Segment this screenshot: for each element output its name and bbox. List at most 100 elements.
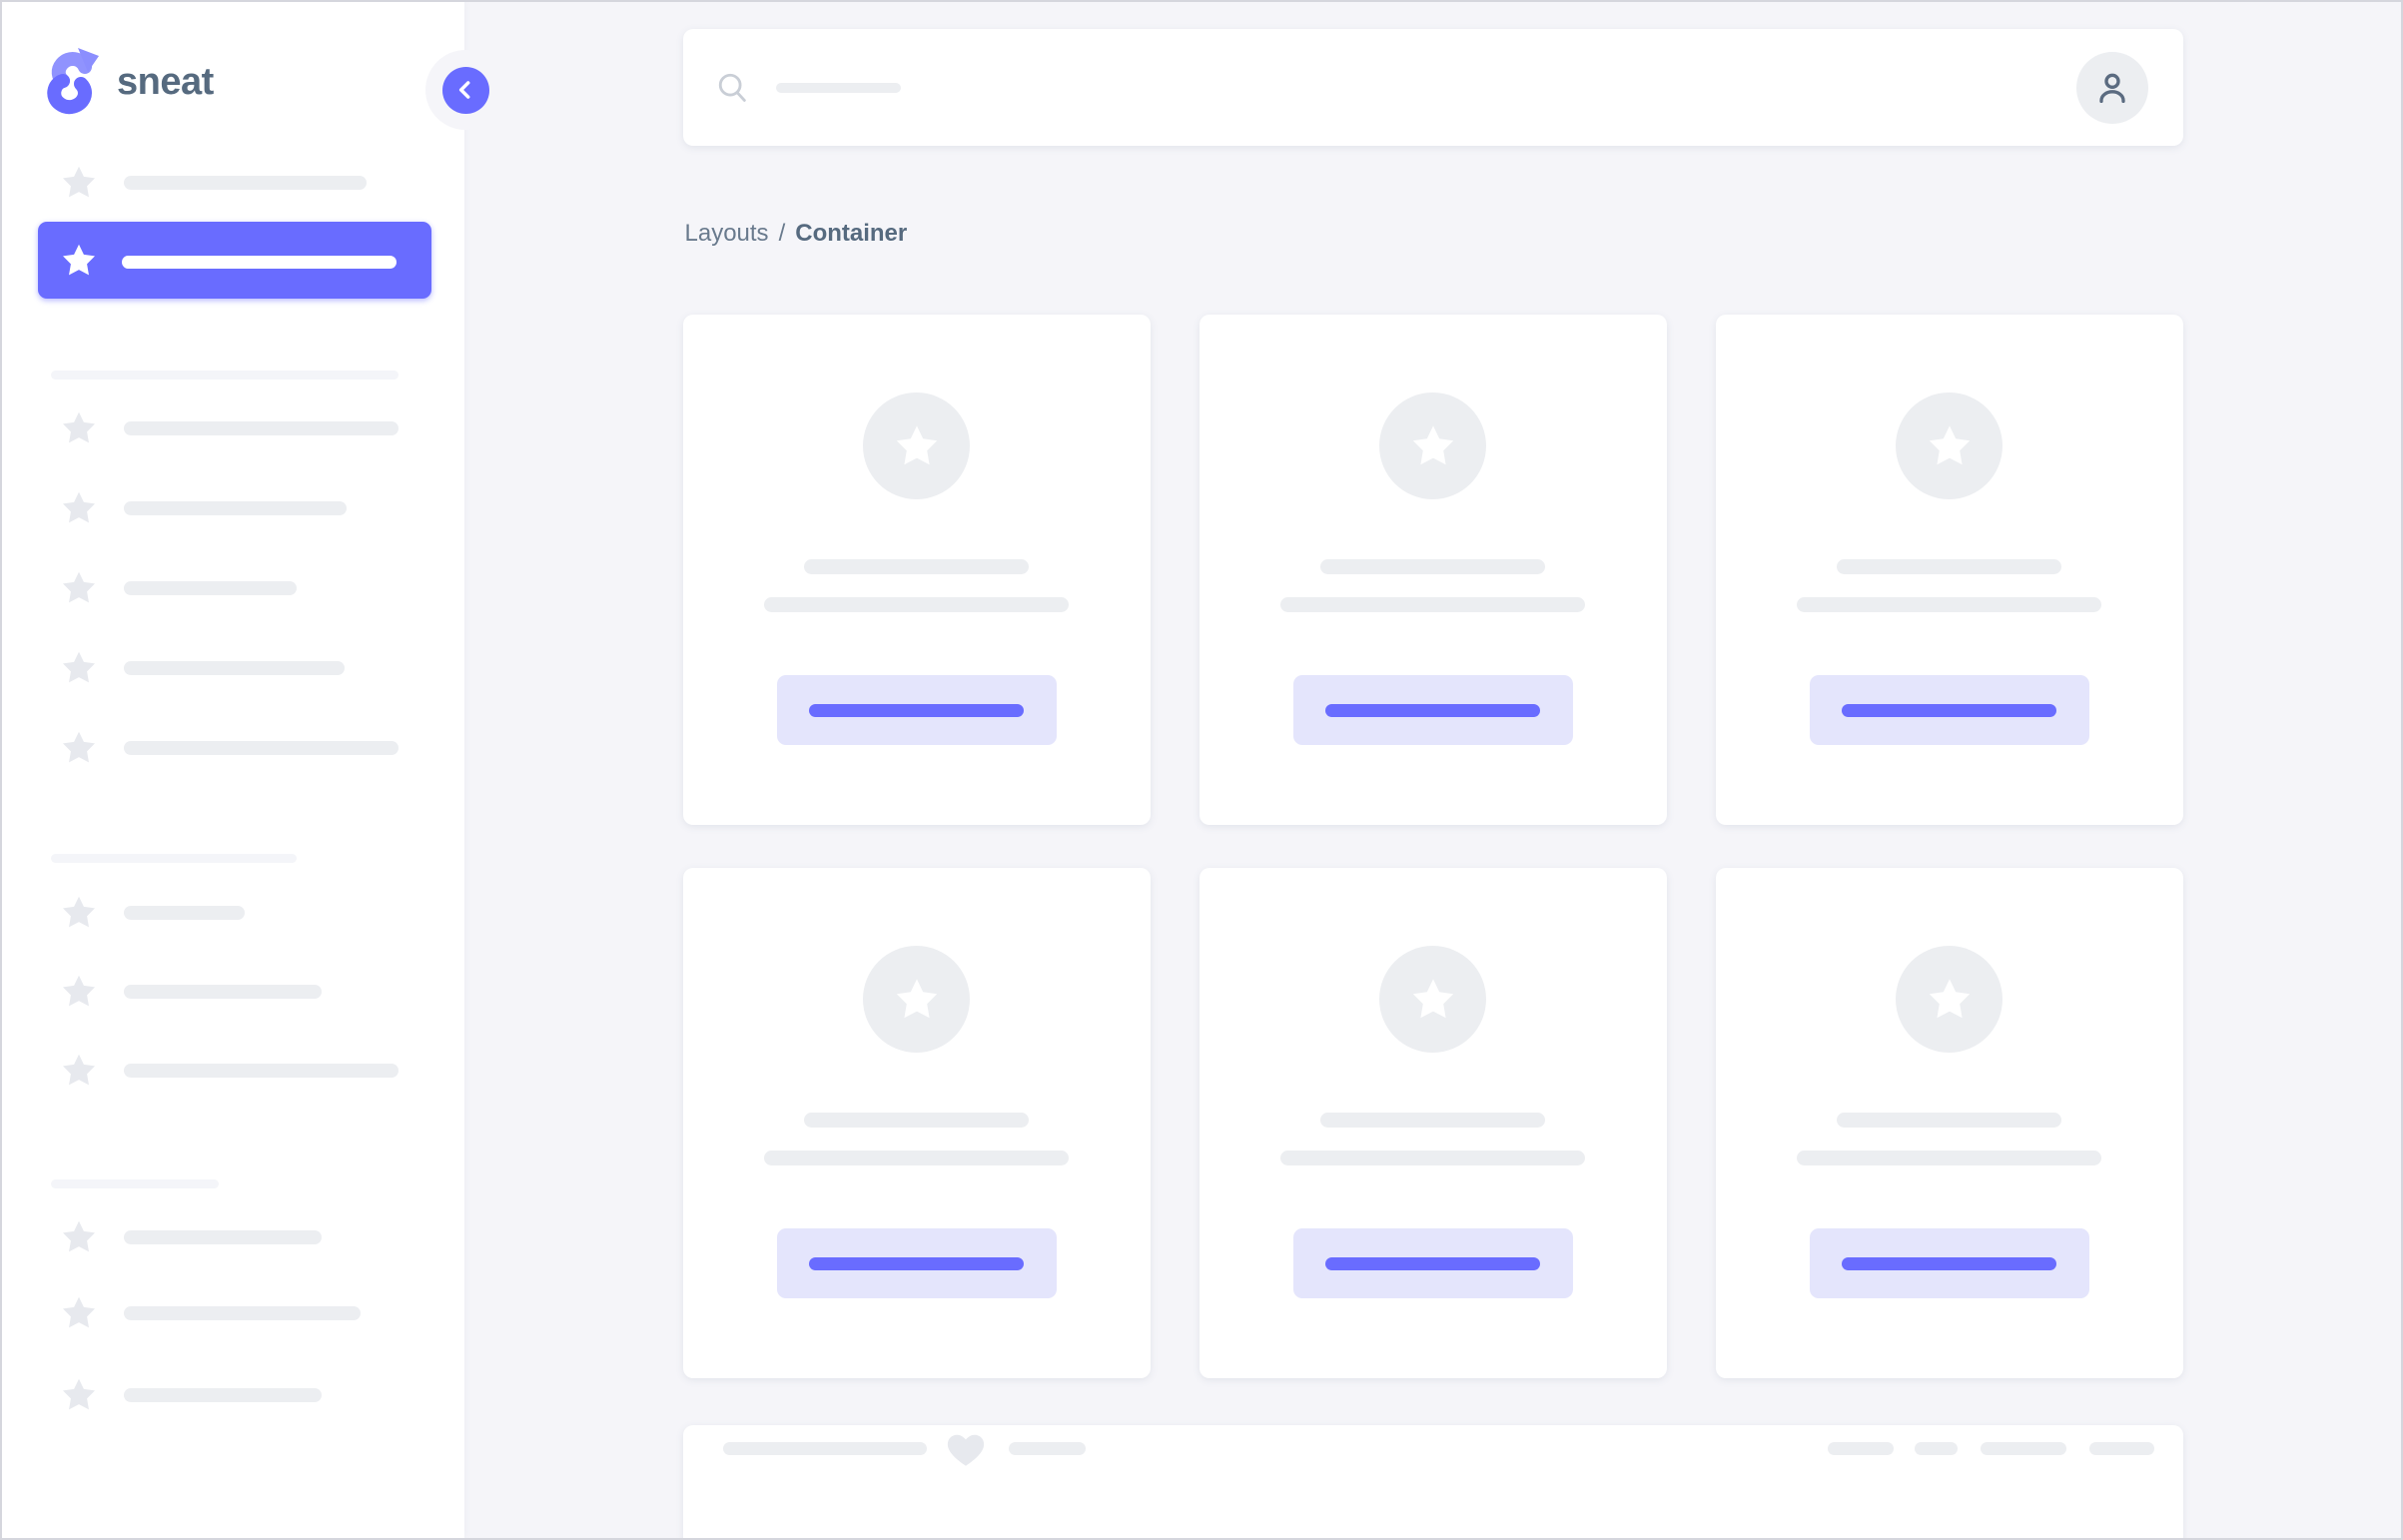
menu-label-skeleton (122, 256, 397, 269)
sidebar-item-skeleton[interactable] (2, 1285, 464, 1341)
card-title-skeleton (1837, 1113, 2061, 1128)
sidebar-item-skeleton[interactable] (2, 964, 464, 1020)
star-icon (63, 731, 95, 763)
button-label-skeleton (1325, 703, 1540, 717)
footer-text-skeleton (722, 1441, 927, 1455)
app-logo-text: sneat (117, 61, 214, 103)
button-label-skeleton (809, 703, 1024, 717)
menu-toggle-ring (425, 50, 505, 130)
bottom-card (682, 1425, 2183, 1538)
card-action-button[interactable] (1809, 675, 2089, 745)
menu-collapse-button[interactable] (441, 66, 489, 114)
button-label-skeleton (1842, 1256, 2056, 1270)
footer-text-skeleton (1008, 1441, 1086, 1455)
card-action-button[interactable] (776, 675, 1057, 745)
person-icon (2098, 73, 2125, 103)
menu-label-skeleton (124, 741, 399, 755)
star-icon (63, 1220, 95, 1252)
card-title-skeleton (1320, 1113, 1545, 1128)
star-icon (63, 896, 95, 928)
card-title-skeleton (1837, 559, 2061, 574)
card-avatar-circle (863, 946, 970, 1053)
card-avatar-circle (1896, 392, 2002, 499)
menu-section-heading-skeleton (51, 854, 297, 863)
chevron-left-icon (458, 81, 470, 99)
breadcrumb: Layouts / Container (685, 220, 2183, 248)
breadcrumb-separator: / (778, 220, 786, 247)
sidebar-item-skeleton[interactable] (2, 720, 464, 776)
card-action-button[interactable] (776, 1228, 1057, 1298)
star-icon (1929, 978, 1970, 1018)
star-icon (1412, 978, 1453, 1018)
star-icon (63, 651, 95, 683)
sidebar-item-skeleton[interactable] (2, 640, 464, 696)
breadcrumb-parent[interactable]: Layouts (684, 220, 769, 247)
sidebar: sneat (2, 2, 505, 1538)
card-text-skeleton (1797, 1151, 2101, 1165)
card-text-skeleton (1280, 597, 1585, 612)
sneat-logo-icon (47, 48, 99, 115)
menu-label-skeleton (124, 985, 322, 999)
star-icon (896, 424, 937, 464)
menu-label-skeleton (124, 501, 347, 515)
search-input[interactable] (716, 71, 2076, 105)
card-grid (682, 315, 2183, 1378)
card-title-skeleton (804, 1113, 1029, 1128)
card-text-skeleton (764, 597, 1069, 612)
footer-link-skeleton (1914, 1441, 1958, 1455)
placeholder-card-2 (1199, 315, 1667, 825)
main-area: Layouts / Container (464, 2, 2401, 1538)
heart-icon[interactable] (945, 1429, 987, 1467)
sidebar-item-active[interactable] (38, 222, 431, 299)
star-icon (63, 1054, 95, 1086)
button-label-skeleton (1325, 1256, 1540, 1270)
user-avatar-button[interactable] (2075, 51, 2148, 124)
menu-label-skeleton (124, 661, 345, 675)
card-title-skeleton (804, 559, 1029, 574)
footer-link-skeleton (1827, 1441, 1894, 1455)
app-logo[interactable]: sneat (47, 46, 214, 118)
sidebar-item-skeleton[interactable] (2, 885, 464, 941)
sidebar-item-skeleton[interactable] (2, 400, 464, 456)
placeholder-card-6 (1715, 868, 2183, 1378)
card-action-button[interactable] (1292, 1228, 1573, 1298)
placeholder-card-4 (682, 868, 1151, 1378)
card-action-button[interactable] (1292, 675, 1573, 745)
menu-label-skeleton (124, 1064, 399, 1078)
menu-label-skeleton (124, 421, 399, 435)
sidebar-item-skeleton[interactable] (2, 1209, 464, 1265)
sidebar-item-skeleton[interactable] (2, 1367, 464, 1423)
placeholder-card-1 (682, 315, 1151, 825)
star-icon (63, 244, 95, 276)
card-avatar-circle (1379, 946, 1486, 1053)
card-text-skeleton (764, 1151, 1069, 1165)
star-icon (896, 978, 937, 1018)
card-text-skeleton (1797, 597, 2101, 612)
card-title-skeleton (1320, 559, 1545, 574)
search-placeholder-skeleton (775, 82, 901, 93)
sidebar-item-skeleton[interactable] (2, 155, 464, 211)
sidebar-item-skeleton[interactable] (2, 1043, 464, 1099)
star-icon (63, 1378, 95, 1410)
star-icon (63, 491, 95, 523)
card-action-button[interactable] (1809, 1228, 2089, 1298)
menu-label-skeleton (124, 176, 367, 190)
star-icon (63, 571, 95, 603)
menu-label-skeleton (124, 1230, 322, 1244)
placeholder-card-3 (1715, 315, 2183, 825)
sidebar-item-skeleton[interactable] (2, 560, 464, 616)
star-icon (63, 1296, 95, 1328)
menu-label-skeleton (124, 581, 297, 595)
menu-label-skeleton (124, 906, 245, 920)
card-avatar-circle (1379, 392, 1486, 499)
button-label-skeleton (1842, 703, 2056, 717)
search-icon (718, 73, 746, 102)
sidebar-item-skeleton[interactable] (2, 480, 464, 536)
placeholder-card-5 (1199, 868, 1667, 1378)
star-icon (1412, 424, 1453, 464)
button-label-skeleton (809, 1256, 1024, 1270)
star-icon (63, 411, 95, 443)
card-avatar-circle (863, 392, 970, 499)
breadcrumb-current: Container (795, 220, 908, 247)
